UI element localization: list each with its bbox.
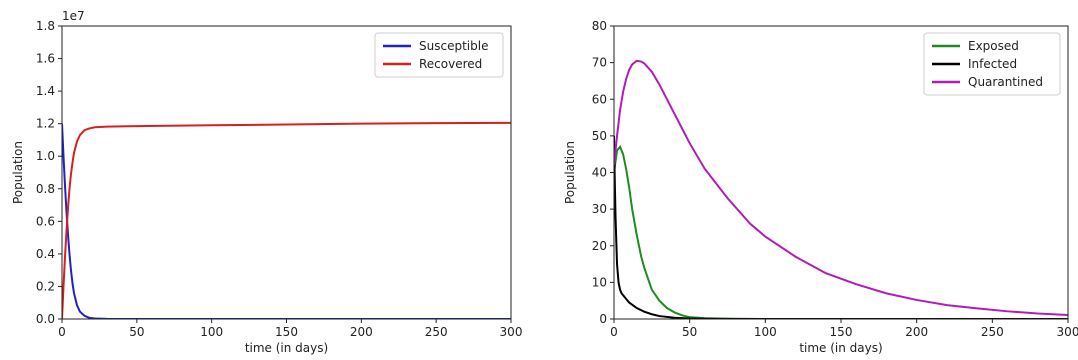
y-tick-label: 0.4 (36, 247, 55, 261)
x-tick-label: 100 (200, 325, 223, 339)
y-tick-label: 1.4 (36, 84, 55, 98)
y-tick-label: 1.2 (36, 117, 55, 131)
legend-box (374, 32, 504, 78)
series-line-infected (614, 135, 1068, 319)
y-tick-label: 1.8 (36, 19, 55, 33)
y-tick-label: 0.0 (36, 312, 55, 326)
series-line-quarantined (614, 59, 1068, 316)
y-tick-label: 70 (592, 56, 607, 70)
y-tick-label: 1.6 (36, 52, 55, 66)
y-tick-label: 1.0 (36, 149, 55, 163)
legend-label-recovered: Recovered (419, 57, 482, 71)
x-axis-label: time (in days) (799, 341, 882, 355)
y-tick-label: 20 (592, 239, 607, 253)
legend-label-susceptible: Susceptible (419, 39, 488, 53)
legend-label-exposed: Exposed (968, 39, 1019, 53)
y-tick-label: 60 (592, 92, 607, 106)
x-tick-label: 0 (610, 325, 618, 339)
legend-label-quarantined: Quarantined (968, 75, 1043, 89)
y-multiplier-label: 1e7 (62, 9, 85, 23)
x-tick-label: 200 (905, 325, 928, 339)
chart-2: 0 50 100 150 200 250 300 0 10 20 30 40 50 60 70 80 time … (563, 19, 1078, 355)
legend: Susceptible Recovered (374, 32, 504, 78)
y-tick-label: 0.8 (36, 182, 55, 196)
y-tick-label: 50 (592, 129, 607, 143)
x-tick-label: 200 (350, 325, 373, 339)
x-tick-label: 0 (58, 325, 66, 339)
x-tick-label: 150 (830, 325, 853, 339)
y-tick-label: 80 (592, 19, 607, 33)
y-tick-label: 40 (592, 166, 607, 180)
y-axis-label: Population (563, 141, 577, 204)
x-tick-label: 100 (754, 325, 777, 339)
chart-1: 0 50 100 150 200 250 300 0.0 0.2 0.4 0.6 0.8 1.0 1.2 1… (11, 9, 522, 355)
y-tick-label: 0.6 (36, 214, 55, 228)
x-tick-label: 250 (981, 325, 1004, 339)
x-tick-label: 50 (129, 325, 144, 339)
y-tick-label: 30 (592, 202, 607, 216)
x-tick-label: 250 (425, 325, 448, 339)
x-tick-label: 300 (500, 325, 523, 339)
x-tick-label: 50 (682, 325, 697, 339)
x-tick-label: 150 (275, 325, 298, 339)
series-line-recovered (62, 121, 511, 319)
legend: Exposed Infected Quarantined (923, 32, 1061, 96)
y-tick-label: 10 (592, 275, 607, 289)
y-tick-label: 0 (599, 312, 607, 326)
legend-label-infected: Infected (968, 57, 1017, 71)
y-axis-label: Population (11, 141, 25, 204)
x-tick-label: 300 (1057, 325, 1078, 339)
x-axis-label: time (in days) (245, 341, 328, 355)
y-tick-label: 0.2 (36, 279, 55, 293)
legend-box (923, 32, 1061, 96)
series-line-exposed (614, 144, 1068, 319)
series-line-susceptible (62, 123, 511, 319)
